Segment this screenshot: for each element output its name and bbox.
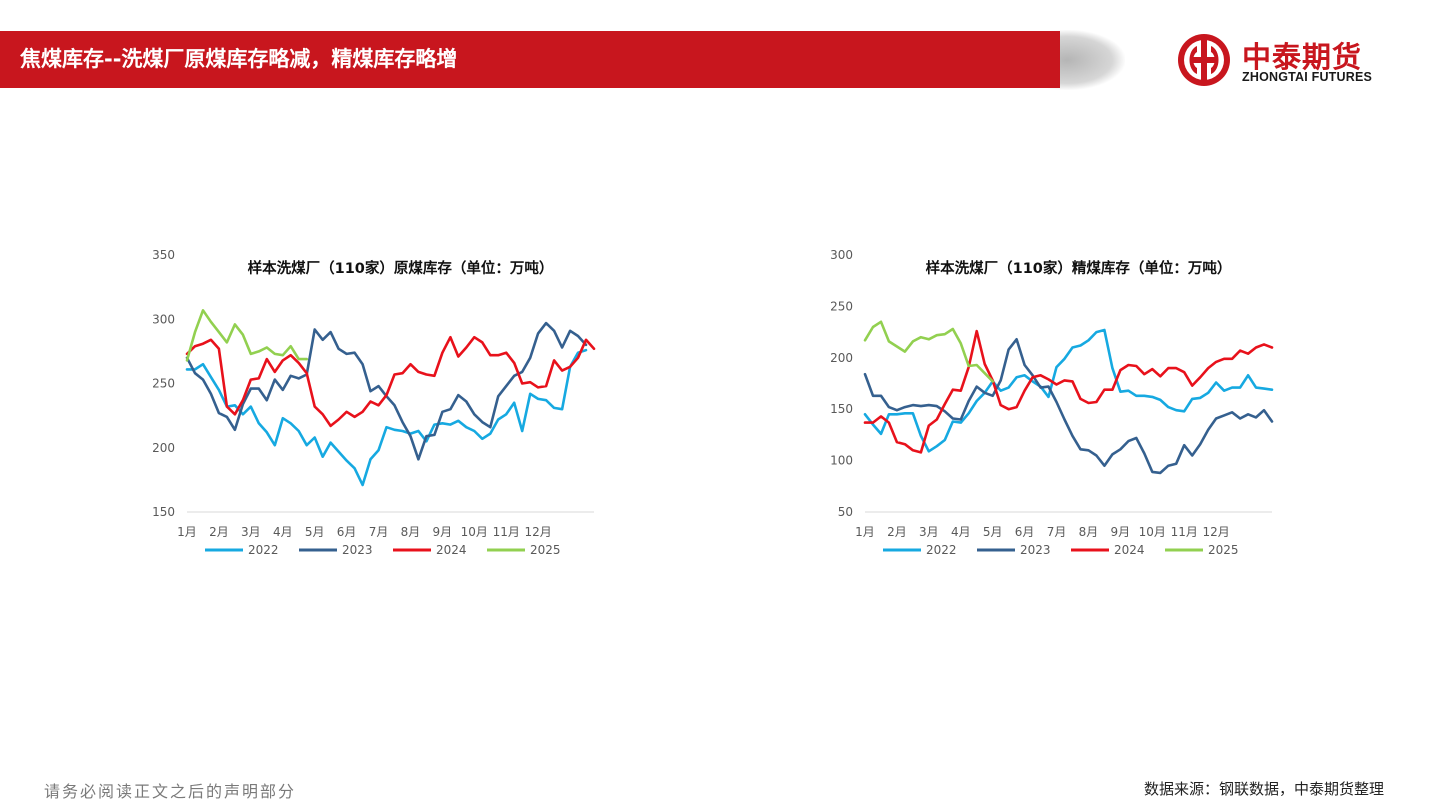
company-logo: 中泰期货 ZHONGTAI FUTURES	[1175, 30, 1415, 90]
legend-label-2022: 2022	[248, 543, 279, 557]
x-tick-label: 4月	[951, 525, 971, 539]
x-tick-label: 1月	[855, 525, 875, 539]
x-tick-label: 6月	[1015, 525, 1035, 539]
y-tick-label: 150	[830, 402, 853, 416]
y-tick-label: 250	[152, 377, 175, 391]
clean-coal-inventory-chart: 样本洗煤厂（110家）精煤库存（单位：万吨） 50 100 150 200 250 300 1…	[818, 240, 1298, 570]
chart-title: 样本洗煤厂（110家）精煤库存（单位：万吨）	[926, 259, 1232, 277]
legend-label-2024: 2024	[1114, 543, 1145, 557]
x-tick-label: 11月	[1171, 525, 1198, 539]
y-tick-label: 300	[152, 312, 175, 326]
x-tick-label: 2月	[887, 525, 907, 539]
legend-label-2025: 2025	[1208, 543, 1239, 557]
logo-text-cn: 中泰期货	[1242, 40, 1363, 74]
clean-coal-chart-svg: 样本洗煤厂（110家）精煤库存（单位：万吨） 50 100 150 200 250 300 1…	[830, 248, 1274, 557]
y-tick-label: 150	[152, 505, 175, 519]
raw-coal-chart-svg: 样本洗煤厂（110家）原煤库存（单位：万吨） 150 200 250 300 350 1月 2…	[152, 248, 596, 557]
x-tick-label: 11月	[493, 525, 520, 539]
disclaimer-text: 请务必阅读正文之后的声明部分	[44, 782, 297, 801]
x-tick-label: 2月	[209, 525, 229, 539]
x-tick-label: 5月	[305, 525, 325, 539]
x-tick-label: 7月	[1047, 525, 1067, 539]
x-tick-label: 12月	[1202, 525, 1229, 539]
x-tick-label: 9月	[433, 525, 453, 539]
y-tick-label: 50	[838, 505, 853, 519]
series-line-2022	[863, 328, 1274, 453]
x-tick-label: 3月	[919, 525, 939, 539]
chart-title: 样本洗煤厂（110家）原煤库存（单位：万吨）	[248, 259, 554, 277]
legend-label-2025: 2025	[530, 543, 561, 557]
y-tick-label: 200	[830, 351, 853, 365]
x-tick-label: 6月	[337, 525, 357, 539]
y-tick-label: 350	[152, 248, 175, 262]
y-tick-label: 200	[152, 441, 175, 455]
series-line-2024	[185, 335, 596, 428]
series-line-2023	[863, 338, 1274, 475]
y-tick-label: 250	[830, 299, 853, 313]
x-tick-label: 8月	[1079, 525, 1099, 539]
x-tick-label: 1月	[177, 525, 197, 539]
legend-label-2023: 2023	[1020, 543, 1051, 557]
source-text: 数据来源：钢联数据，中泰期货整理	[1143, 780, 1384, 798]
x-tick-label: 3月	[241, 525, 261, 539]
legend-label-2023: 2023	[342, 543, 373, 557]
series-line-2024	[863, 329, 1274, 454]
page-title: 焦煤库存--洗煤厂原煤库存略减，精煤库存略增	[20, 47, 458, 71]
series-line-2025	[863, 320, 994, 383]
x-tick-label: 4月	[273, 525, 293, 539]
y-tick-label: 300	[830, 248, 853, 262]
x-tick-label: 9月	[1111, 525, 1131, 539]
title-banner: 焦煤库存--洗煤厂原煤库存略减，精煤库存略增	[0, 31, 1060, 88]
series-line-2022	[185, 348, 588, 487]
y-tick-label: 100	[830, 454, 853, 468]
x-tick-label: 5月	[983, 525, 1003, 539]
x-tick-label: 10月	[461, 525, 488, 539]
logo-text-en: ZHONGTAI FUTURES	[1242, 70, 1373, 84]
x-tick-label: 10月	[1139, 525, 1166, 539]
series-line-2025	[185, 309, 308, 362]
legend-label-2024: 2024	[436, 543, 467, 557]
x-tick-label: 7月	[369, 525, 389, 539]
legend-label-2022: 2022	[926, 543, 957, 557]
raw-coal-inventory-chart: 样本洗煤厂（110家）原煤库存（单位：万吨） 150 200 250 300 350 1月 2…	[140, 240, 620, 570]
x-tick-label: 12月	[524, 525, 551, 539]
logo-mark-icon	[1178, 34, 1230, 86]
x-tick-label: 8月	[401, 525, 421, 539]
